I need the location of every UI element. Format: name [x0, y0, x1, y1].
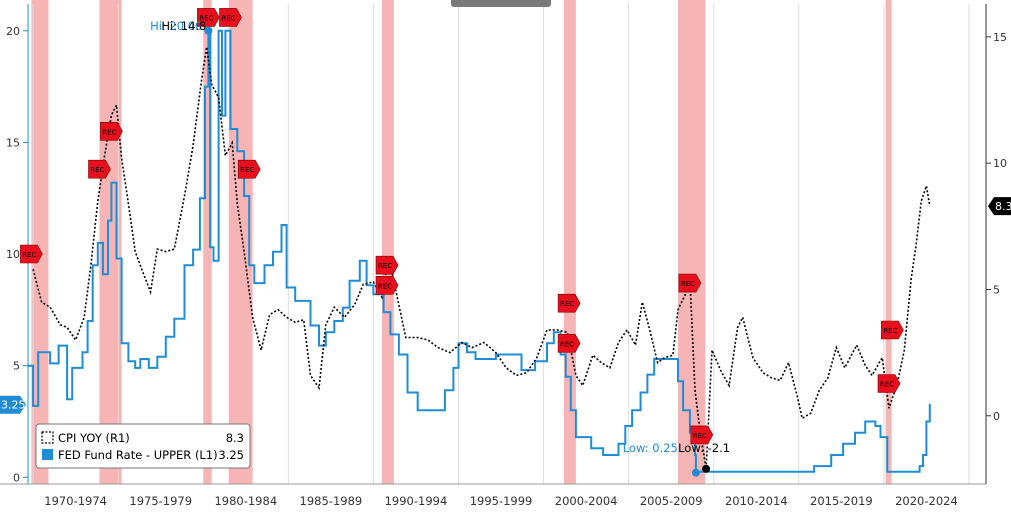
cpi-high-label: Hi: 14.8 — [161, 19, 206, 33]
rec-marker-tag — [375, 275, 399, 295]
recession-band — [381, 0, 394, 484]
rec-marker-tag — [219, 8, 242, 27]
rec-markers: REC REC REC REC REC REC REC REC REC REC REC REC REC R… — [20, 8, 904, 445]
x-tick-label: 1995-1999 — [470, 494, 533, 508]
cpi-yoy-line — [32, 46, 931, 469]
x-tick-label: 2005-2009 — [640, 494, 703, 508]
rec-marker-tag — [877, 374, 901, 393]
right-tick-label: 0 — [993, 410, 1000, 423]
fed-low-point — [691, 468, 700, 477]
legend-swatch-fed — [42, 449, 53, 460]
legend-label-fed: FED Fund Rate - UPPER (L1) — [58, 448, 218, 462]
x-tick-label: 1990-1994 — [385, 494, 448, 508]
cpi-last-badge-label: 8.3 — [995, 200, 1011, 213]
recession-band — [31, 0, 49, 484]
left-tick-label: 20 — [6, 25, 20, 38]
legend: CPI YOY (R1) 8.3 FED Fund Rate - UPPER (L1… — [35, 423, 251, 469]
rec-marker-tag — [678, 273, 702, 293]
rec-marker-tag — [557, 293, 581, 313]
cpi-last-badge — [988, 197, 1011, 216]
right-tick-label: 5 — [993, 283, 1000, 296]
rec-marker-tag — [197, 8, 220, 27]
legend-value-fed: 3.25 — [218, 448, 244, 462]
x-tick-label: 2010-2014 — [725, 494, 788, 508]
x-tick-label: 1980-1984 — [214, 494, 277, 508]
left-tick-label: 15 — [6, 136, 20, 149]
rec-marker-tag — [100, 122, 123, 141]
rec-marker-label: REC — [883, 327, 897, 335]
rec-marker-tag — [557, 333, 581, 353]
rec-marker-label: REC — [681, 280, 695, 288]
fed-high-label: Hi: 20.00 — [150, 19, 202, 33]
rec-marker-label: REC — [221, 14, 235, 22]
legend-swatch-cpi — [41, 431, 54, 444]
fed-last-badge — [0, 395, 26, 414]
recession-band — [99, 0, 122, 484]
recession-bands — [31, 0, 892, 484]
chart-toolbar[interactable] — [451, 0, 551, 7]
legend-box — [35, 423, 251, 469]
x-tick-label: 2000-2004 — [555, 494, 618, 508]
recession-band — [885, 0, 892, 484]
rec-marker-label: REC — [22, 251, 36, 259]
fed-last-badge-label: 3.25 — [1, 399, 26, 412]
rec-marker-label: REC — [560, 300, 574, 308]
right-tick-label: 10 — [993, 157, 1007, 170]
series-lines — [28, 29, 931, 473]
fed-fund-rate-line — [28, 29, 931, 473]
fed-low-label: Low: 0.25 — [623, 441, 678, 455]
rec-marker-label: REC — [240, 166, 254, 174]
x-tick-label: 2020-2024 — [895, 494, 958, 508]
fed-high-point — [204, 26, 213, 35]
grid-lines — [32, 4, 970, 484]
rec-marker-label: REC — [880, 381, 894, 389]
rec-marker-label: REC — [199, 14, 213, 22]
rec-marker-tag — [690, 425, 714, 445]
x-tick-label: 1985-1989 — [300, 494, 363, 508]
axes: 1970-1974 1975-1979 1980-1984 1985-1989 1990… — [0, 4, 1007, 508]
x-tick-label: 2015-2019 — [810, 494, 873, 508]
rec-marker-label: REC — [90, 166, 104, 174]
rec-marker-tag — [20, 244, 43, 264]
recession-band — [203, 0, 212, 484]
left-tick-label: 10 — [6, 248, 20, 261]
rec-marker-label: REC — [560, 340, 574, 348]
recession-band — [678, 0, 706, 484]
cpi-low-label: Low: -2.1 — [678, 441, 730, 455]
rec-marker-label: REC — [102, 128, 116, 136]
rec-marker-tag — [237, 159, 261, 179]
rec-marker-tag — [88, 159, 111, 179]
x-tick-label: 1970-1974 — [44, 494, 107, 508]
recession-band — [228, 0, 253, 484]
rec-marker-label: REC — [378, 282, 392, 290]
legend-value-cpi: 8.3 — [226, 431, 244, 445]
left-tick-label: 5 — [13, 360, 20, 373]
rec-marker-tag — [881, 320, 904, 340]
recession-band — [564, 0, 576, 484]
rec-marker-label: REC — [378, 262, 392, 270]
legend-label-cpi: CPI YOY (R1) — [58, 431, 130, 445]
rec-marker-label: REC — [693, 432, 707, 440]
rec-marker-tag — [375, 255, 399, 275]
right-tick-label: 15 — [993, 31, 1007, 44]
x-tick-label: 1975-1979 — [129, 494, 192, 508]
left-tick-label: 0 — [13, 471, 20, 484]
cpi-low-point — [702, 464, 711, 473]
